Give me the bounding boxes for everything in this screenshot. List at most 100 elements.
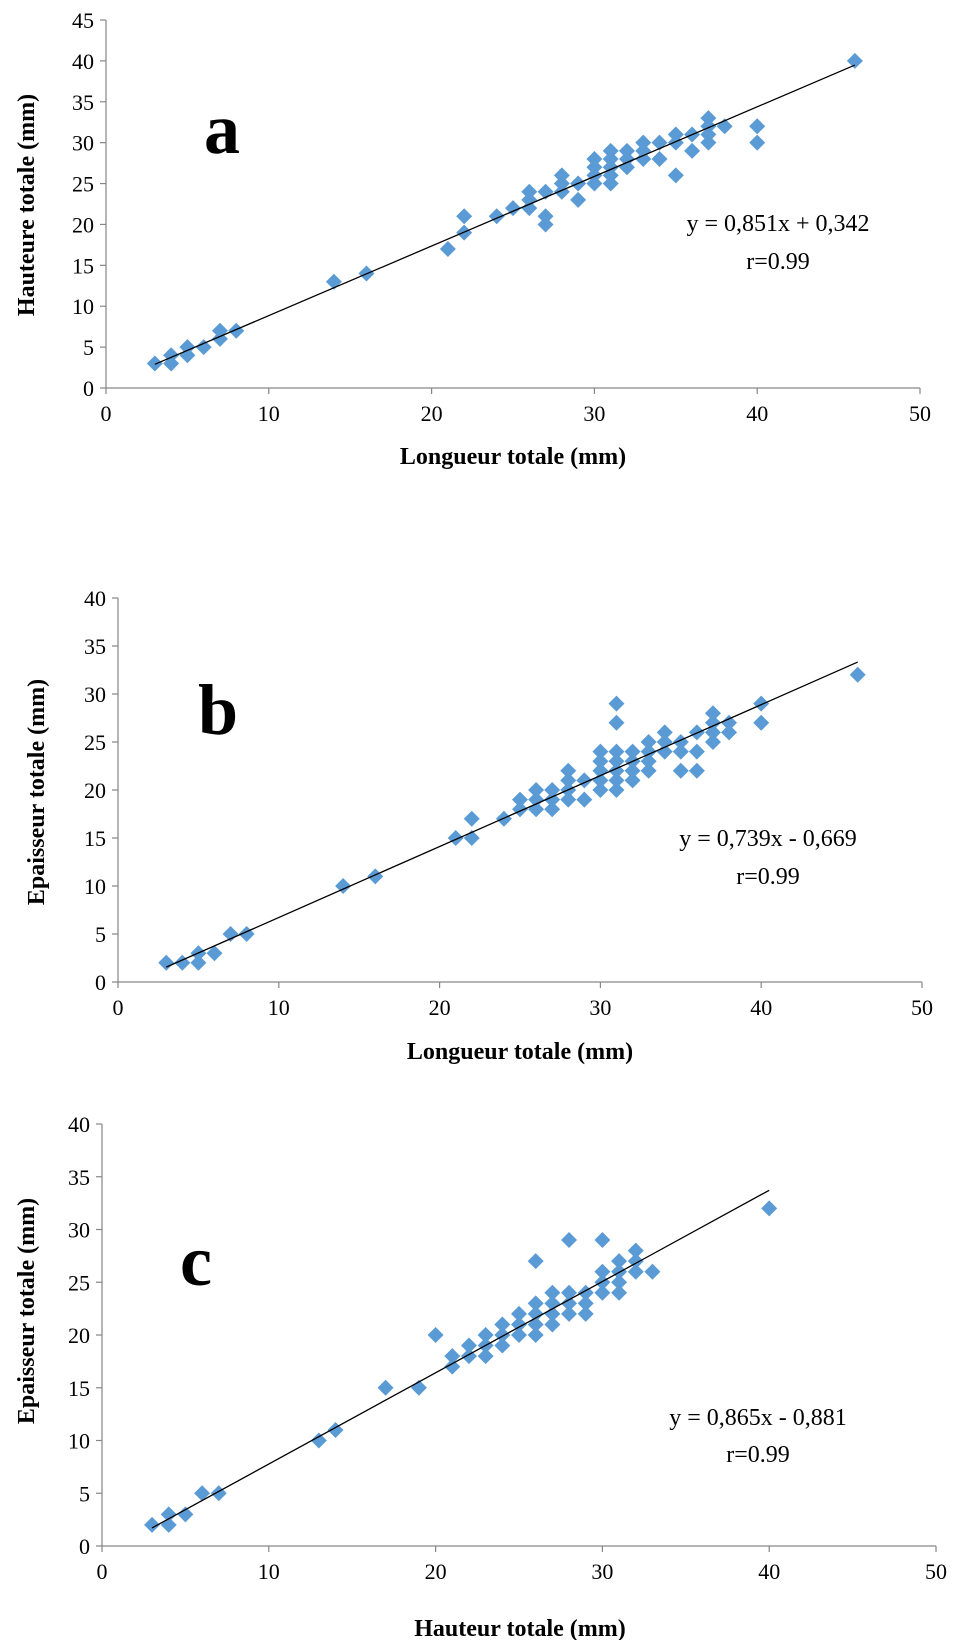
data-point [635,134,652,151]
y-tick-label: 40 [72,49,94,74]
x-axis-title: Hauteur totale (mm) [414,1616,626,1640]
data-point [688,743,705,760]
data-point [602,151,619,168]
data-point [611,1274,628,1291]
data-point [594,1263,611,1280]
data-point [206,945,223,962]
data-point [640,753,657,770]
data-point [494,1316,511,1333]
y-tick-label: 15 [72,253,94,278]
data-point [749,118,766,135]
data-point [602,142,619,159]
y-tick-label: 30 [72,131,94,156]
x-tick-label: 0 [101,401,112,426]
data-point [537,208,554,225]
data-point [608,772,625,789]
y-tick-label: 5 [79,1481,90,1506]
x-tick-label: 20 [429,995,451,1020]
chart-panel-b: 0 10 20 30 40 50 0 5 10 15 20 25 30 35 40 b y = 0,739x… [24,586,933,1065]
data-point [700,118,717,135]
data-point [146,355,163,372]
data-point [618,159,635,176]
data-point [667,134,684,151]
data-points [144,1200,778,1533]
axes [100,19,921,394]
data-point [667,126,684,143]
data-point [544,801,561,818]
data-point [577,1295,594,1312]
data-point [335,878,352,894]
data-point [494,1337,511,1354]
y-tick-label: 30 [84,682,106,707]
data-point [849,666,866,683]
x-tick-label: 20 [425,1559,447,1584]
data-point [594,1284,611,1301]
axes [112,597,923,988]
y-tick-label: 35 [68,1165,90,1190]
data-point [179,347,196,364]
data-point [592,753,609,770]
y-tick-label: 10 [72,294,94,319]
data-point [627,1242,644,1259]
regression-equation: y = 0,865x - 0,881 [669,1405,847,1431]
y-tick-label: 20 [68,1323,90,1348]
data-point [228,322,245,339]
data-point [190,954,207,971]
data-point [592,772,609,789]
data-point [624,743,641,760]
tick-labels: 0 10 20 30 40 50 0 5 10 15 20 25 30 35 40 [84,586,933,1020]
data-point [561,1284,578,1301]
trendline [151,1189,770,1529]
y-tick-label: 25 [72,172,94,197]
data-point [194,1485,211,1502]
chart-panel-c: 0 10 20 30 40 50 0 5 10 15 20 25 30 35 40 c y = 0,865x… [14,1112,947,1640]
data-point [644,1263,661,1280]
data-point [561,1232,578,1249]
y-axis-title: Hauteure totale (mm) [14,94,40,316]
data-point [544,782,561,798]
tick-labels: 0 10 20 30 40 50 0 5 10 15 20 25 30 35 40 [68,1112,947,1584]
data-point [511,1327,527,1343]
data-point [577,1305,594,1322]
data-point [527,1327,544,1343]
data-point [721,724,738,741]
x-tick-label: 50 [925,1559,947,1584]
tick-labels: 0 10 20 30 40 50 0 5 10 15 20 25 30 35 40 45 [72,8,931,426]
trendline [154,64,856,365]
data-point [310,1432,327,1449]
x-tick-label: 50 [911,995,933,1020]
x-tick-label: 30 [591,1559,613,1584]
data-point [521,183,538,200]
data-point [667,167,684,184]
data-point [505,200,521,217]
y-tick-label: 10 [68,1429,90,1454]
data-point [560,762,577,779]
y-tick-label: 40 [84,586,106,611]
data-point [721,714,738,731]
data-point [160,1506,177,1523]
data-point [179,339,196,356]
x-tick-label: 10 [258,401,280,426]
data-point [635,142,652,159]
data-point [672,743,689,760]
correlation-label: r=0.99 [726,1442,790,1468]
data-point [700,126,717,143]
data-point [158,954,175,971]
x-tick-label: 30 [589,995,611,1020]
data-point [672,762,689,779]
panel-label: b [198,670,238,750]
x-axis-title: Longueur totale (mm) [400,444,626,470]
data-point [704,714,721,731]
panel-label: c [180,1221,212,1301]
data-point [753,714,770,731]
data-point [635,151,652,168]
y-tick-label: 30 [68,1218,90,1243]
data-point [618,151,635,168]
y-tick-label: 20 [84,778,106,803]
data-point [688,762,705,779]
y-tick-label: 25 [68,1270,90,1295]
data-point [570,191,587,208]
data-point [592,782,609,798]
regression-equation: y = 0,851x + 0,342 [686,211,869,237]
data-point [521,200,538,217]
